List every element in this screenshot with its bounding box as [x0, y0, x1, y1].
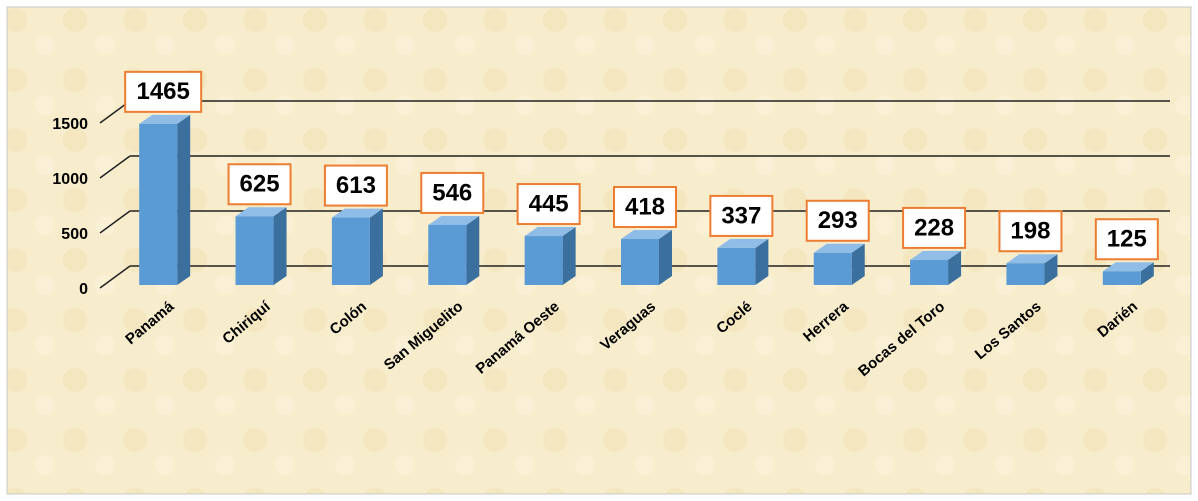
y-tick-label: 500 [61, 226, 88, 243]
bar-side [1044, 254, 1058, 285]
value-label-box [709, 194, 774, 237]
value-label: 546 [432, 179, 472, 206]
bar [621, 239, 659, 285]
value-label: 1465 [136, 78, 189, 105]
bar-top [139, 114, 191, 124]
bar-side [1140, 262, 1154, 285]
value-label-box [124, 70, 203, 113]
bar-side [466, 215, 480, 285]
grid-line [99, 265, 131, 289]
bar [139, 123, 178, 285]
y-tick-label: 0 [79, 281, 88, 298]
bar-top [621, 230, 672, 240]
value-label-box [516, 183, 581, 226]
value-label: 125 [1107, 226, 1147, 253]
bar [910, 259, 949, 285]
bar [813, 252, 852, 285]
bar [235, 216, 274, 285]
value-label-box [323, 164, 388, 207]
y-tick-label: 1500 [52, 116, 88, 133]
bar [717, 247, 756, 285]
bar [331, 217, 370, 285]
bar [1102, 271, 1141, 285]
bar-top [331, 208, 383, 218]
bar-side [177, 114, 191, 285]
bar [524, 236, 563, 285]
bar [428, 224, 467, 285]
bar-side [369, 208, 383, 285]
value-label: 293 [818, 207, 858, 234]
bar-side [851, 243, 865, 285]
bar-top [235, 207, 287, 217]
value-label-box [227, 163, 292, 206]
value-label: 337 [721, 202, 761, 229]
bar-top [1102, 262, 1154, 272]
bar-top [1006, 254, 1058, 264]
value-label-box [902, 206, 967, 249]
bar-top [717, 238, 769, 248]
value-label-box [805, 199, 870, 242]
background [6, 6, 1192, 495]
value-label: 625 [240, 171, 280, 198]
bar [1006, 263, 1045, 285]
value-label: 445 [529, 190, 569, 217]
bar-top [910, 250, 962, 260]
bar-side [755, 238, 769, 285]
value-label-box [998, 210, 1063, 253]
y-tick-label: 1000 [52, 171, 88, 188]
value-label: 613 [336, 172, 376, 199]
bar-side [659, 230, 672, 285]
value-label-box [1094, 218, 1159, 261]
value-label-box [613, 186, 677, 229]
grid-line [99, 210, 131, 234]
bar-side [273, 207, 287, 285]
bar-top [813, 243, 865, 253]
value-label: 418 [625, 193, 665, 220]
bar-top [524, 227, 576, 237]
grid-line [99, 155, 131, 179]
value-label: 198 [1010, 218, 1050, 245]
bar-top [428, 215, 480, 225]
bar-side [948, 250, 962, 285]
value-label-box [420, 171, 485, 214]
value-label: 228 [914, 214, 954, 241]
bar-side [562, 227, 576, 285]
